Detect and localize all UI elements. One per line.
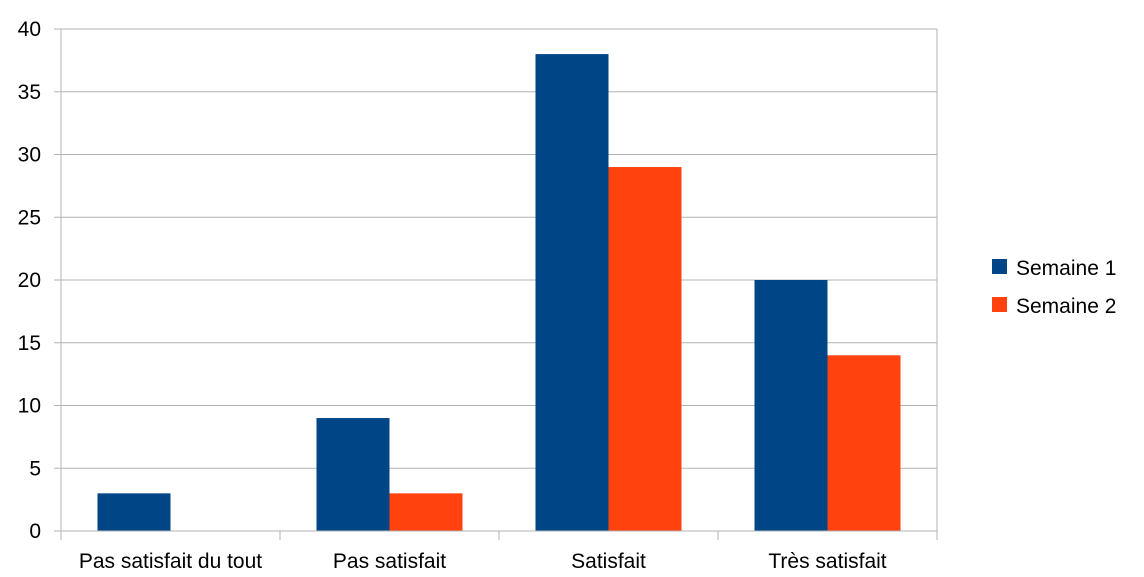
axes [54, 28, 938, 540]
bar-1-1 [97, 493, 171, 531]
legend-label: Semaine 2 [1016, 295, 1116, 318]
bar-1-2 [316, 418, 390, 531]
y-tick-label: 5 [29, 457, 41, 480]
y-tick-label: 25 [18, 206, 41, 229]
category-label: Très satisfait [768, 550, 886, 573]
y-tick-label: 20 [18, 269, 41, 292]
bars [97, 54, 901, 532]
y-tick-labels: 0 5 10 15 20 25 30 35 40 [18, 18, 41, 543]
y-tick-label: 15 [18, 332, 41, 355]
category-label: Pas satisfait du tout [79, 550, 262, 573]
legend-swatch [992, 259, 1007, 274]
bar-2-3 [608, 167, 682, 532]
y-tick-label: 40 [18, 18, 41, 41]
y-tick-label: 35 [18, 81, 41, 104]
category-label: Satisfait [571, 550, 646, 573]
bar-2-2 [389, 493, 463, 531]
y-tick-label: 0 [29, 520, 41, 543]
legend-swatch [992, 297, 1007, 312]
category-label: Pas satisfait [333, 550, 446, 573]
bar-1-3 [535, 54, 609, 531]
legend: Semaine 1 Semaine 2 [992, 257, 1116, 318]
category-labels: Pas satisfait du tout Pas satisfait Satisf… [79, 550, 887, 573]
legend-label: Semaine 1 [1016, 257, 1116, 280]
y-tick-label: 10 [18, 395, 41, 418]
bar-1-4 [754, 280, 828, 531]
y-tick-label: 30 [18, 144, 41, 167]
gridlines [61, 28, 937, 469]
bar-2-4 [827, 355, 901, 531]
